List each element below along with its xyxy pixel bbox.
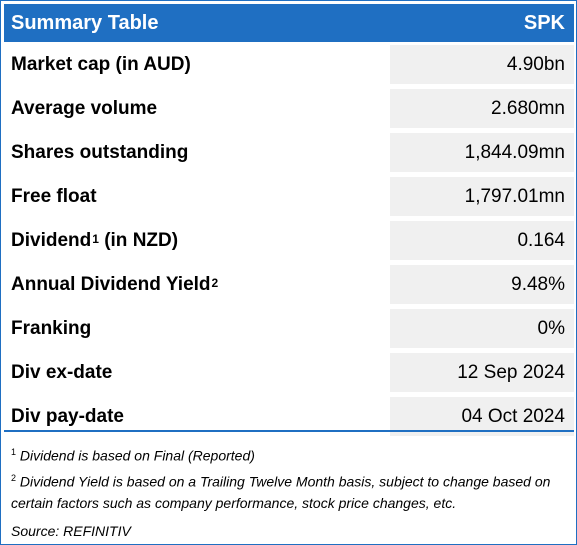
row-label: Annual Dividend Yield 2	[4, 265, 385, 304]
summary-rows: Market cap (in AUD) 4.90bn Average volum…	[4, 45, 574, 441]
table-row: Franking 0%	[4, 309, 574, 348]
footnote-2: 2 Dividend Yield is based on a Trailing …	[11, 472, 555, 512]
table-row: Shares outstanding 1,844.09mn	[4, 133, 574, 172]
table-row: Average volume 2.680mn	[4, 89, 574, 128]
row-value: 04 Oct 2024	[390, 397, 574, 436]
row-value: 0.164	[390, 221, 574, 260]
row-label: Shares outstanding	[4, 133, 385, 172]
row-label: Average volume	[4, 89, 385, 128]
table-row: Free float 1,797.01mn	[4, 177, 574, 216]
table-row: Dividend 1 (in NZD) 0.164	[4, 221, 574, 260]
table-header: Summary Table SPK	[4, 4, 574, 42]
ticker-symbol: SPK	[523, 11, 565, 34]
row-label: Franking	[4, 309, 385, 348]
footnote-marker: 1	[92, 231, 99, 246]
footnotes: 1 Dividend is based on Final (Reported) …	[11, 441, 571, 542]
table-row: Market cap (in AUD) 4.90bn	[4, 45, 574, 84]
footnote-marker: 2	[211, 275, 219, 290]
row-label: Free float	[4, 177, 385, 216]
footnote-1: 1 Dividend is based on Final (Reported)	[11, 447, 255, 464]
table-row: Div pay-date 04 Oct 2024	[4, 397, 574, 436]
table-row: Div ex-date 12 Sep 2024	[4, 353, 574, 392]
source-note: Source: REFINITIV	[11, 523, 131, 540]
row-label: Dividend 1 (in NZD)	[4, 221, 385, 260]
row-value: 2.680mn	[390, 89, 574, 128]
row-value: 12 Sep 2024	[390, 353, 574, 392]
row-label: Market cap (in AUD)	[4, 45, 385, 84]
row-value: 1,797.01mn	[390, 177, 574, 216]
row-label: Div pay-date	[4, 397, 385, 436]
table-row: Annual Dividend Yield 2 9.48%	[4, 265, 574, 304]
table-title: Summary Table	[11, 11, 159, 34]
row-value: 0%	[390, 309, 574, 348]
row-value: 9.48%	[390, 265, 574, 304]
row-label: Div ex-date	[4, 353, 385, 392]
row-value: 1,844.09mn	[390, 133, 574, 172]
row-value: 4.90bn	[390, 45, 574, 84]
footer-divider	[4, 430, 574, 432]
